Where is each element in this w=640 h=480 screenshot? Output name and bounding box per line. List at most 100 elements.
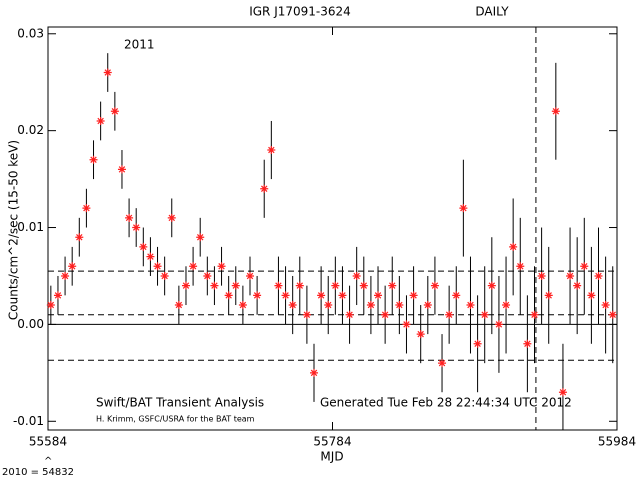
x-tick-label: 55984	[598, 435, 636, 449]
point	[366, 301, 375, 310]
point	[238, 301, 247, 310]
point	[566, 271, 575, 280]
point	[516, 262, 525, 271]
point	[523, 339, 532, 348]
point	[110, 107, 119, 116]
point	[544, 291, 553, 300]
x-tick-label: 55784	[313, 435, 351, 449]
point	[381, 310, 390, 319]
x-tick-label: 55584	[29, 435, 67, 449]
point	[174, 301, 183, 310]
y-tick-label: 0.03	[17, 26, 44, 40]
point	[302, 310, 311, 319]
point	[395, 301, 404, 310]
chart-title: IGR J17091-3624	[249, 5, 351, 19]
point	[438, 359, 447, 368]
point	[494, 320, 503, 329]
point	[260, 184, 269, 193]
epoch-note: 2010 = 54832	[2, 467, 74, 478]
point	[203, 271, 212, 280]
point	[608, 310, 617, 319]
y-axis-label: Counts/cm^2/sec (15-50 keV)	[7, 140, 21, 320]
point	[331, 281, 340, 290]
y-tick-label: 0.02	[17, 123, 44, 137]
point	[153, 262, 162, 271]
point	[466, 301, 475, 310]
point	[217, 262, 226, 271]
point	[537, 271, 546, 280]
point	[388, 281, 397, 290]
point	[96, 116, 105, 125]
point	[181, 281, 190, 290]
point	[580, 262, 589, 271]
point	[53, 291, 62, 300]
y-tick-label: 0.00	[17, 317, 44, 331]
point	[245, 271, 254, 280]
point	[196, 233, 205, 242]
point	[345, 310, 354, 319]
point	[89, 155, 98, 164]
point	[423, 301, 432, 310]
point	[359, 281, 368, 290]
point	[167, 213, 176, 222]
point	[416, 330, 425, 339]
point	[267, 146, 276, 155]
point	[231, 281, 240, 290]
footer-right: Generated Tue Feb 28 22:44:34 UTC 2012	[320, 396, 572, 410]
point	[487, 281, 496, 290]
point	[103, 68, 112, 77]
epoch-caret: ^	[44, 456, 52, 467]
point	[430, 281, 439, 290]
point	[459, 204, 468, 213]
point	[253, 291, 262, 300]
point	[374, 291, 383, 300]
chart-subtitle: DAILY	[475, 5, 509, 19]
point	[573, 281, 582, 290]
point	[117, 165, 126, 174]
point	[274, 281, 283, 290]
point	[75, 233, 84, 242]
point	[480, 310, 489, 319]
point	[409, 291, 418, 300]
point	[352, 271, 361, 280]
point	[601, 301, 610, 310]
point	[160, 271, 169, 280]
point	[587, 291, 596, 300]
point	[189, 262, 198, 271]
point	[125, 213, 134, 222]
point	[310, 368, 319, 377]
point	[288, 301, 297, 310]
point	[452, 291, 461, 300]
point	[295, 281, 304, 290]
point	[594, 271, 603, 280]
point	[210, 281, 219, 290]
point	[338, 291, 347, 300]
point	[82, 204, 91, 213]
y-tick-label: 0.01	[17, 220, 44, 234]
year-annotation: 2011	[124, 38, 155, 52]
x-axis-label: MJD	[320, 450, 343, 464]
point	[281, 291, 290, 300]
point	[132, 223, 141, 232]
point	[46, 301, 55, 310]
point	[61, 271, 70, 280]
point	[324, 301, 333, 310]
credit: H. Krimm, GSFC/USRA for the BAT team	[96, 415, 255, 424]
point	[530, 310, 539, 319]
point	[139, 242, 148, 251]
point	[509, 242, 518, 251]
point	[551, 107, 560, 116]
point	[146, 252, 155, 261]
point	[402, 320, 411, 329]
y-tick-label: -0.01	[13, 414, 44, 428]
point	[502, 301, 511, 310]
point	[558, 388, 567, 397]
point	[445, 310, 454, 319]
point	[473, 339, 482, 348]
footer-left: Swift/BAT Transient Analysis	[96, 396, 264, 410]
point	[224, 291, 233, 300]
point	[68, 262, 77, 271]
point	[317, 291, 326, 300]
